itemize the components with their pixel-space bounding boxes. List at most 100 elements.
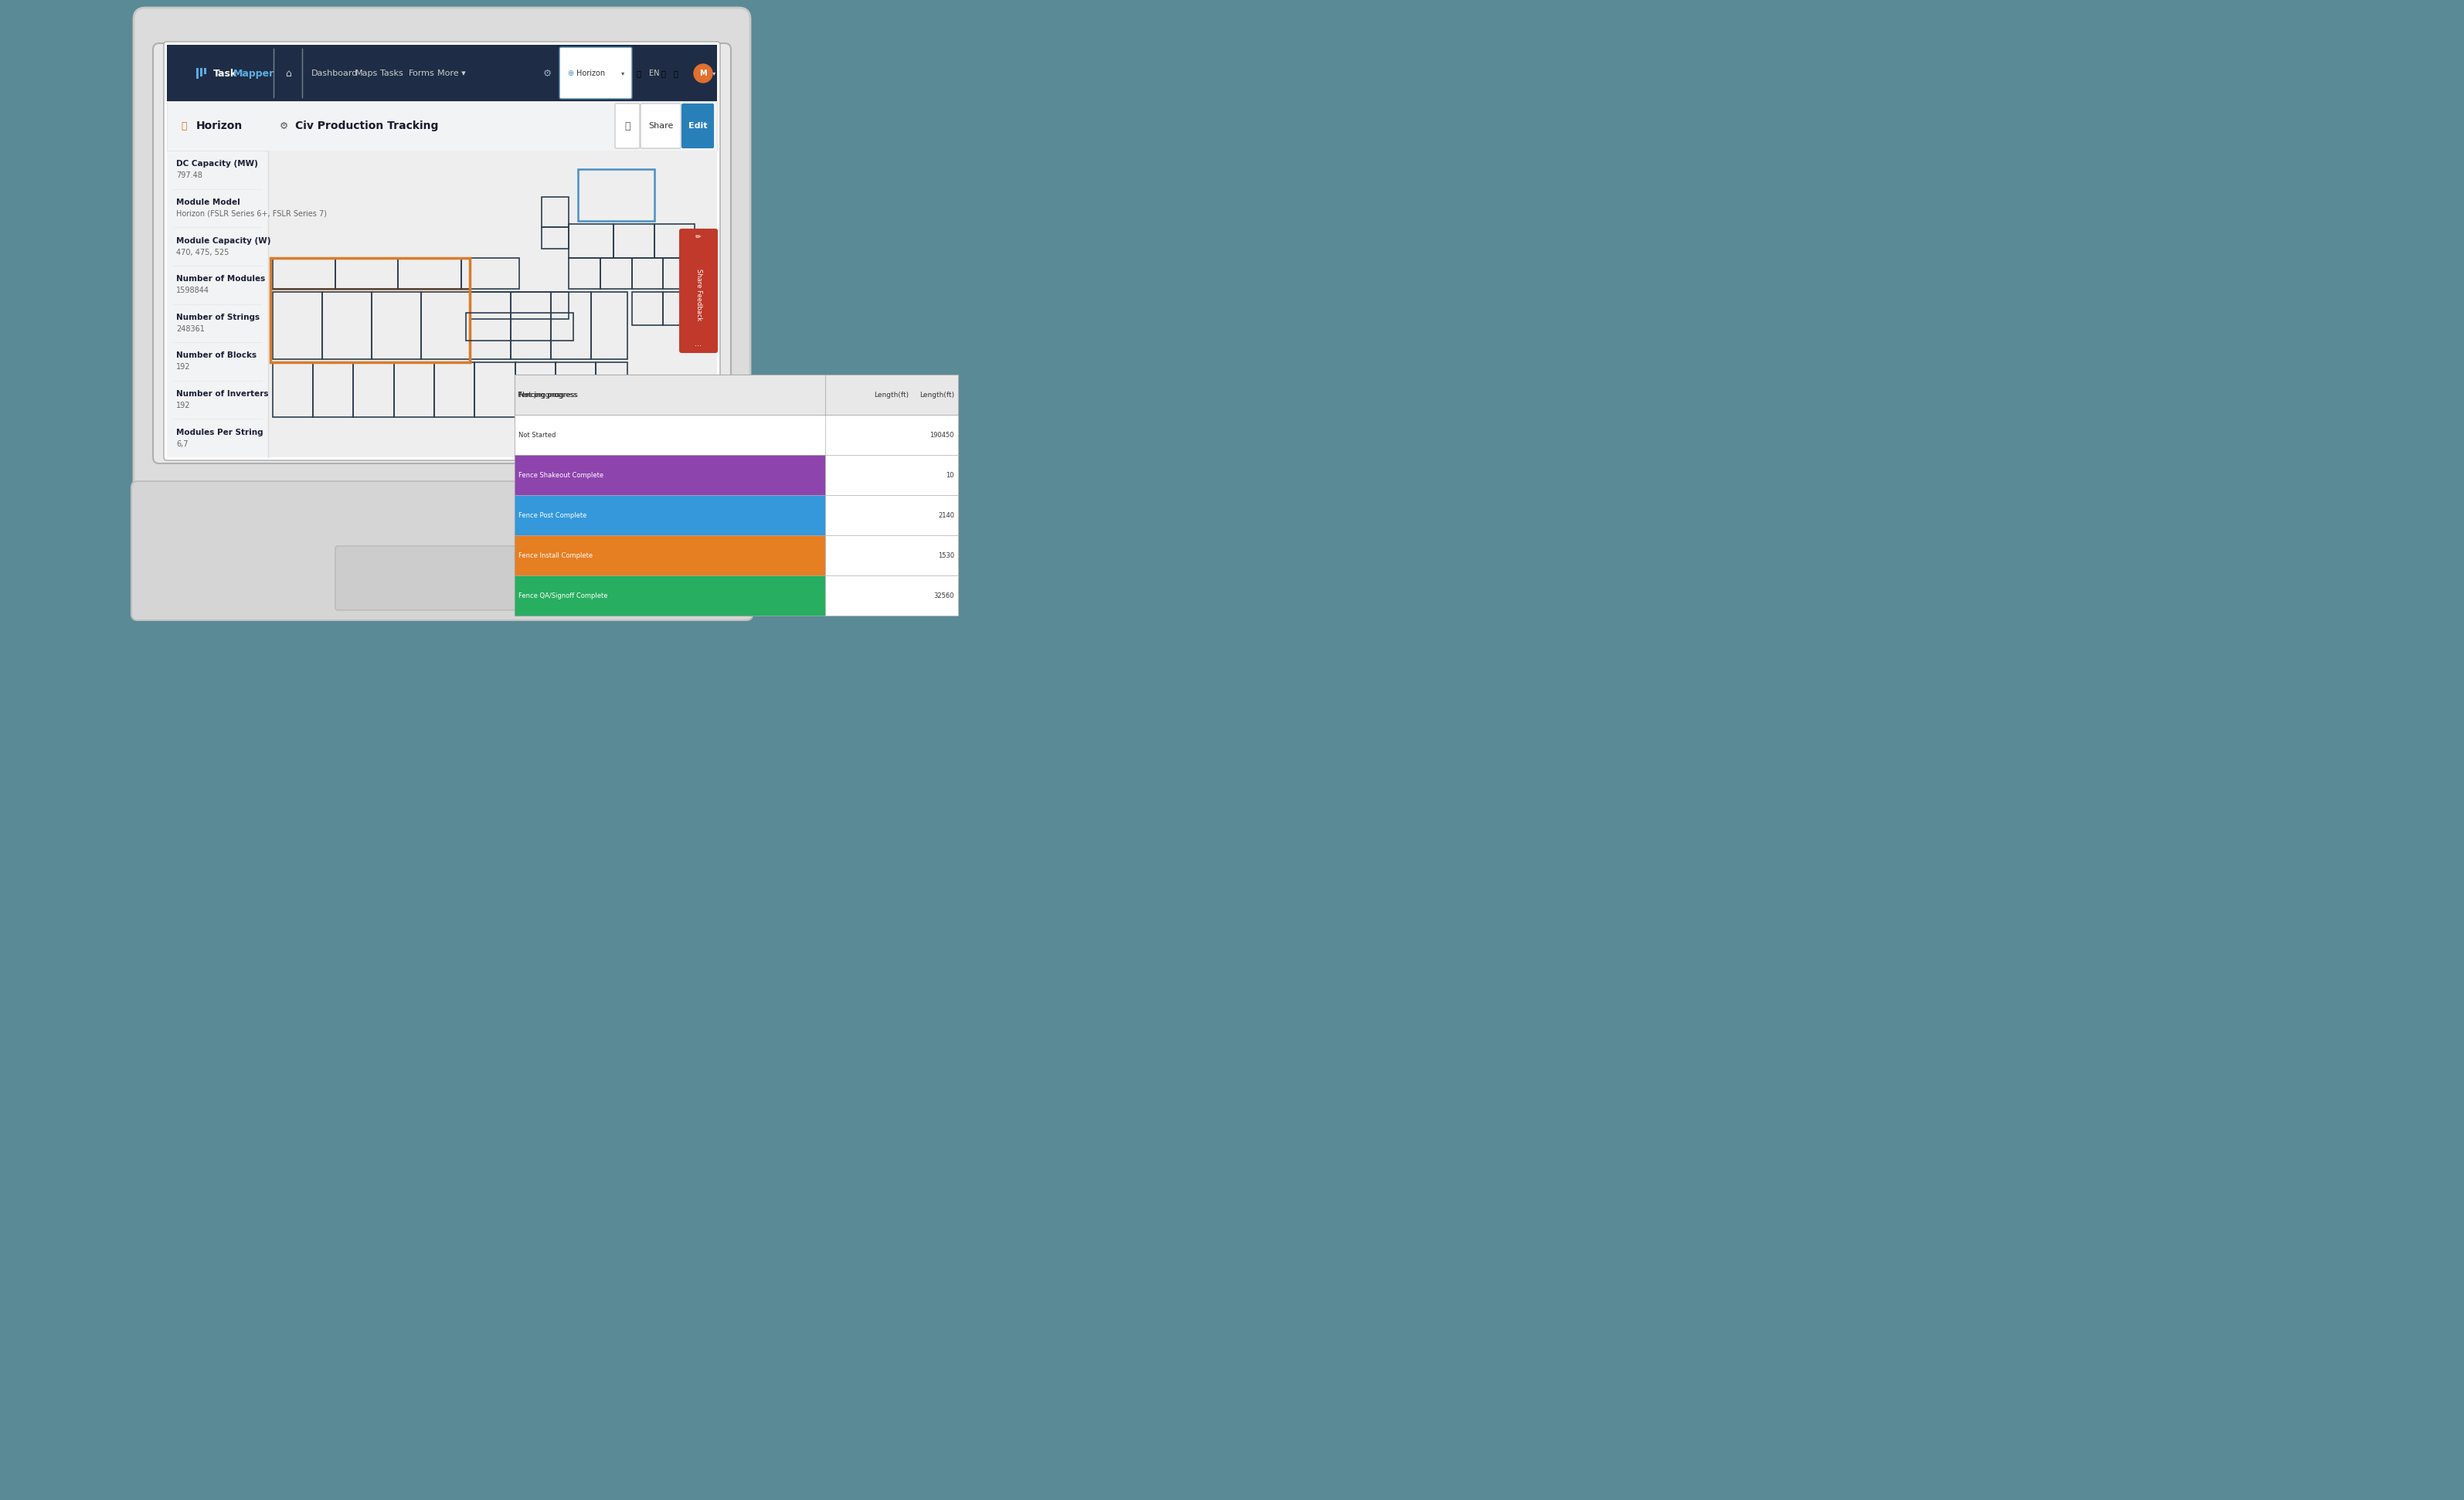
Text: ▾: ▾ — [712, 70, 715, 76]
Text: ⚙: ⚙ — [281, 121, 288, 130]
Text: Horizon: Horizon — [197, 120, 244, 132]
FancyBboxPatch shape — [131, 482, 752, 620]
Bar — [515, 495, 825, 536]
Bar — [614, 224, 653, 258]
Bar — [569, 258, 601, 288]
Bar — [825, 454, 958, 495]
Text: 192: 192 — [175, 363, 190, 370]
Bar — [552, 291, 591, 358]
Bar — [631, 291, 663, 326]
Bar — [274, 362, 313, 417]
Text: Mapper: Mapper — [234, 69, 274, 78]
Text: Horizon: Horizon — [577, 69, 606, 76]
Bar — [515, 362, 554, 417]
Bar — [323, 291, 372, 358]
Bar — [825, 375, 958, 416]
Text: More ▾: More ▾ — [436, 69, 466, 76]
Bar — [542, 196, 569, 228]
Bar — [515, 375, 825, 416]
Bar — [471, 291, 510, 358]
Text: ⚙: ⚙ — [542, 69, 552, 78]
Text: Modules Per String: Modules Per String — [175, 429, 264, 436]
Text: Fence QA/Signoff Complete: Fence QA/Signoff Complete — [517, 592, 609, 598]
Text: ✏: ✏ — [695, 234, 702, 240]
Bar — [274, 258, 335, 288]
Bar — [274, 291, 323, 358]
Text: 190450: 190450 — [929, 432, 954, 438]
Text: Module Capacity (W): Module Capacity (W) — [175, 237, 271, 245]
FancyBboxPatch shape — [163, 42, 719, 460]
Text: ⊕: ⊕ — [567, 69, 574, 76]
Text: Edit: Edit — [687, 121, 707, 130]
FancyBboxPatch shape — [616, 104, 641, 148]
Bar — [466, 314, 574, 340]
Text: Dashboard: Dashboard — [310, 69, 357, 76]
Bar — [515, 576, 825, 615]
Bar — [515, 536, 825, 576]
Text: 1598844: 1598844 — [175, 286, 209, 294]
Bar — [476, 362, 515, 417]
Text: 1530: 1530 — [939, 552, 954, 560]
Bar — [653, 224, 695, 258]
Text: Length(ft): Length(ft) — [919, 392, 954, 398]
Bar — [631, 258, 663, 288]
Text: Forms: Forms — [409, 69, 434, 76]
FancyBboxPatch shape — [153, 44, 732, 463]
Bar — [515, 375, 958, 615]
Text: 🔍: 🔍 — [636, 69, 641, 76]
Bar — [394, 362, 434, 417]
Bar — [825, 416, 958, 454]
Bar — [542, 228, 569, 249]
Text: DC Capacity (MW): DC Capacity (MW) — [175, 160, 259, 168]
Bar — [335, 258, 399, 288]
Bar — [313, 362, 352, 417]
Text: EN: EN — [648, 69, 660, 76]
Bar — [168, 45, 717, 100]
Text: 10: 10 — [946, 471, 954, 478]
Text: Fence Shakeout Complete: Fence Shakeout Complete — [517, 471, 604, 478]
Text: Horizon (FSLR Series 6+, FSLR Series 7): Horizon (FSLR Series 6+, FSLR Series 7) — [175, 210, 328, 218]
Text: 248361: 248361 — [175, 326, 205, 333]
Bar — [825, 495, 958, 536]
Bar — [554, 362, 596, 417]
Text: Number of Strings: Number of Strings — [175, 314, 259, 321]
Text: 192: 192 — [175, 402, 190, 410]
Bar — [601, 258, 631, 288]
Text: Length(ft): Length(ft) — [875, 392, 909, 398]
Text: ⌂: ⌂ — [286, 69, 291, 78]
Bar — [271, 258, 471, 362]
Text: 🔔: 🔔 — [660, 69, 665, 76]
Bar — [596, 362, 628, 417]
Text: M: M — [700, 69, 707, 76]
Text: 470, 475, 525: 470, 475, 525 — [175, 249, 229, 256]
Bar — [515, 416, 825, 454]
Text: Share Feedback: Share Feedback — [695, 268, 702, 321]
Text: ▾: ▾ — [621, 70, 623, 76]
Bar — [825, 536, 958, 576]
Bar — [352, 362, 394, 417]
Bar — [579, 170, 653, 220]
FancyBboxPatch shape — [683, 104, 715, 148]
Text: Fence Post Complete: Fence Post Complete — [517, 512, 586, 519]
Text: 2140: 2140 — [939, 512, 954, 519]
Text: Fencing progress: Fencing progress — [517, 392, 579, 398]
Bar — [471, 291, 569, 319]
Text: 32560: 32560 — [934, 592, 954, 598]
FancyBboxPatch shape — [641, 104, 680, 148]
Text: 🔔: 🔔 — [673, 69, 678, 76]
Bar — [269, 150, 717, 457]
Text: 797.48: 797.48 — [175, 171, 202, 180]
FancyBboxPatch shape — [335, 546, 549, 610]
Bar — [271, 288, 471, 362]
Bar — [434, 362, 476, 417]
FancyBboxPatch shape — [559, 46, 633, 99]
Bar — [421, 291, 471, 358]
Text: Maps: Maps — [355, 69, 377, 76]
Text: Tasks: Tasks — [379, 69, 404, 76]
Text: ⎙: ⎙ — [623, 121, 631, 130]
Text: Share: Share — [648, 121, 673, 130]
Bar — [515, 375, 958, 416]
Text: Number of Blocks: Number of Blocks — [175, 352, 256, 360]
Bar — [591, 291, 628, 358]
Bar — [510, 291, 552, 358]
